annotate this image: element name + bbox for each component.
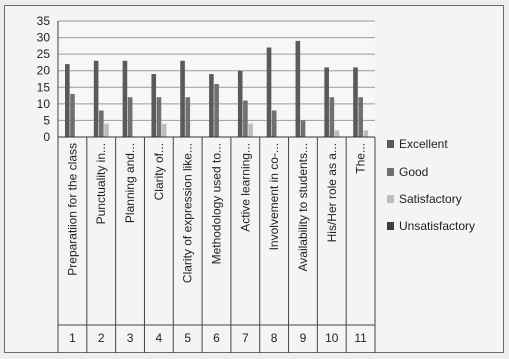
bar-satisfactory-10 (334, 130, 340, 137)
legend-label-satisfactory: Satisfactory (399, 192, 462, 206)
y-tick-label: 25 (37, 47, 51, 61)
bar-good-7 (243, 100, 248, 137)
y-tick-label: 30 (37, 31, 51, 45)
bar-good-11 (358, 97, 363, 137)
category-number: 6 (213, 331, 220, 345)
legend-label-excellent: Excellent (399, 137, 448, 151)
bar-satisfactory-7 (248, 123, 253, 137)
category-label: Clarity of... (152, 143, 166, 200)
y-tick-label: 10 (37, 97, 51, 111)
category-number: 11 (354, 331, 367, 345)
bar-good-8 (271, 110, 277, 137)
category-number: 8 (271, 331, 278, 345)
category-label: Planning and... (123, 143, 137, 223)
category-label: Methodology used to... (210, 143, 224, 264)
bar-excellent-2 (93, 60, 99, 138)
legend-label-unsatisfactory: Unsatisfactory (399, 219, 475, 233)
bar-excellent-6 (209, 74, 214, 137)
legend-swatch-unsatisfactory (387, 222, 394, 230)
category-number: 10 (325, 331, 339, 345)
category-label: Preparatiion for the class (65, 143, 79, 276)
bar-excellent-3 (122, 60, 128, 138)
bar-excellent-5 (180, 60, 185, 138)
bar-good-2 (99, 110, 104, 137)
y-tick-label: 35 (37, 14, 51, 28)
category-number: 4 (156, 331, 163, 345)
legend-swatch-excellent (387, 140, 394, 148)
bar-good-4 (156, 97, 162, 137)
bar-excellent-10 (324, 67, 329, 137)
category-number: 3 (127, 331, 134, 345)
category-label: Availability to students... (296, 143, 310, 272)
category-label: Clarity of expression like... (181, 143, 195, 283)
category-label: Punctuality in... (94, 143, 108, 224)
legend-label-good: Good (399, 165, 428, 179)
y-tick-label: 20 (37, 64, 51, 78)
bar-excellent-7 (237, 70, 243, 137)
category-label: His/Her role as a... (325, 143, 339, 242)
category-number: 2 (98, 331, 105, 345)
bar-excellent-4 (151, 74, 157, 137)
category-number: 7 (242, 331, 249, 345)
legend-swatch-good (387, 168, 394, 176)
legend-swatch-satisfactory (387, 195, 394, 203)
bar-good-6 (214, 83, 219, 137)
bar-good-5 (185, 97, 191, 137)
bar-good-9 (300, 120, 306, 137)
bar-excellent-8 (266, 47, 272, 138)
bar-satisfactory-2 (104, 123, 109, 137)
bar-good-3 (127, 97, 133, 137)
bar-good-1 (70, 93, 75, 137)
category-label: Active learning... (238, 143, 252, 232)
bar-satisfactory-4 (161, 123, 167, 137)
bar-excellent-1 (65, 64, 70, 137)
y-tick-label: 5 (43, 113, 50, 127)
y-tick-label: 0 (43, 130, 50, 144)
y-tick-label: 15 (37, 80, 51, 94)
category-number: 5 (184, 331, 191, 345)
category-number: 9 (300, 331, 307, 345)
bar-excellent-11 (353, 67, 358, 137)
bar-good-10 (329, 97, 335, 137)
category-label: The... (354, 143, 368, 174)
bar-satisfactory-11 (363, 130, 369, 137)
category-label: Involvement in co-... (267, 143, 281, 250)
bar-excellent-9 (295, 40, 301, 138)
category-number: 1 (69, 331, 76, 345)
